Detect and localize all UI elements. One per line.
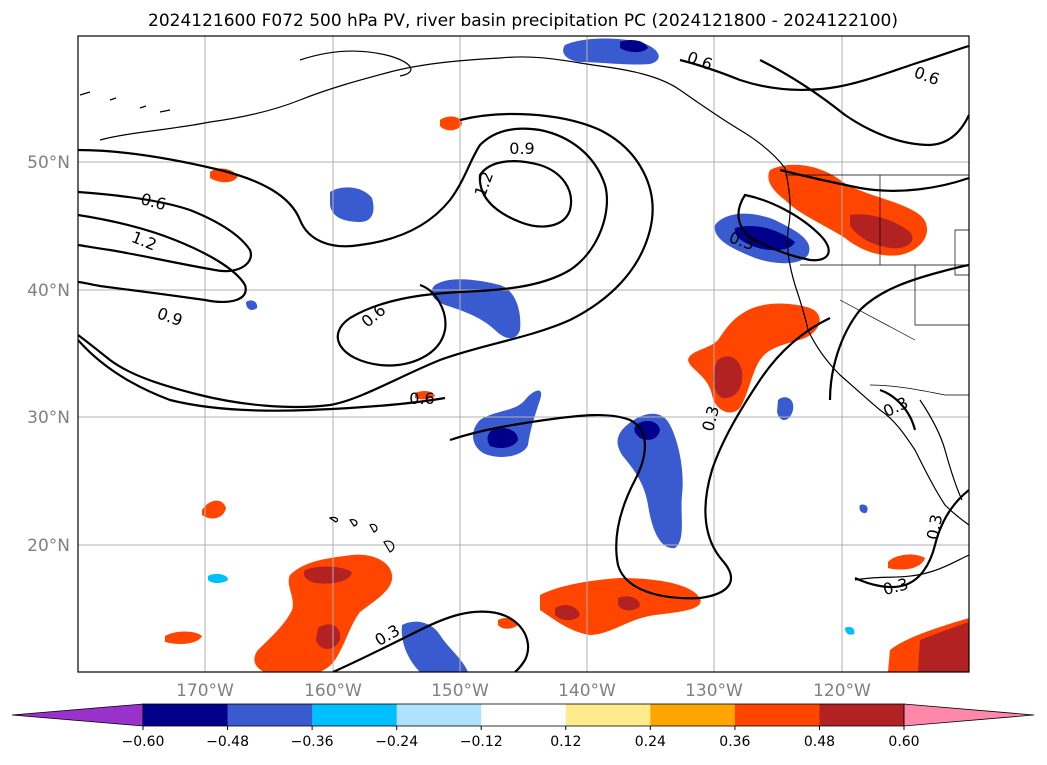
pv-contour xyxy=(78,127,609,367)
precip-strong-positive-region xyxy=(918,622,969,672)
precip-positive-region xyxy=(888,554,925,570)
precip-positive-region xyxy=(415,391,435,400)
pv-contour xyxy=(478,160,573,228)
coastlines xyxy=(79,50,969,581)
colorbar-tick-label: 0.36 xyxy=(719,734,750,750)
pv-contour xyxy=(78,190,253,273)
colorbar-segment xyxy=(565,704,651,726)
figure-title: 2024121600 F072 500 hPa PV, river basin … xyxy=(148,11,898,31)
pv-contour xyxy=(759,59,969,147)
lon-label: 120°W xyxy=(813,681,871,701)
precip-strong-positive-region xyxy=(555,605,580,621)
colorbar-tick-label: −0.48 xyxy=(206,734,249,750)
baja-coastline xyxy=(919,399,963,501)
aleutian-islands xyxy=(79,91,171,113)
precip-strong-negative-region xyxy=(620,40,648,53)
pv-contour xyxy=(679,44,969,92)
lat-label: 20°N xyxy=(27,536,70,556)
latitude-labels: 50°N 40°N 30°N 20°N xyxy=(27,153,70,556)
colorbar-tick-label: −0.60 xyxy=(122,734,165,750)
borders xyxy=(785,174,969,396)
pv-contour xyxy=(332,610,530,672)
precip-positive-region xyxy=(440,116,462,131)
precip-negative-region xyxy=(617,413,683,549)
pv-contours xyxy=(78,44,969,672)
pv-contour xyxy=(78,213,247,303)
colorbar-segment xyxy=(227,704,313,726)
contour-label: 0.3 xyxy=(923,513,946,541)
lat-label: 40°N xyxy=(27,281,70,301)
colorbar-tick-label: 0.60 xyxy=(888,734,919,750)
pv-contour xyxy=(449,317,831,600)
colorbar-extend-max xyxy=(903,703,1035,727)
colorbar: −0.60 −0.48 −0.36 −0.24 −0.12 0.12 0.24 0.36 0.4… xyxy=(11,703,1035,750)
longitude-labels: 170°W 160°W 150°W 140°W 130°W 120°W xyxy=(176,681,871,701)
precip-negative-region xyxy=(845,626,855,635)
precip-strong-negative-region xyxy=(487,428,518,448)
colorbar-tick-label: −0.24 xyxy=(375,734,418,750)
precip-shading xyxy=(165,38,969,672)
precip-negative-region xyxy=(859,504,868,514)
colorbar-segment xyxy=(734,704,820,726)
map-frame xyxy=(77,35,970,673)
colorbar-segment xyxy=(481,704,567,726)
precip-positive-region xyxy=(202,500,226,519)
lon-label: 130°W xyxy=(685,681,743,701)
alaska-coastline xyxy=(99,56,786,169)
precip-strong-negative-region xyxy=(634,420,660,440)
gridlines xyxy=(78,36,969,672)
lat-label: 30°N xyxy=(27,408,70,428)
colorbar-segment xyxy=(396,704,482,726)
contour-label: 0.6 xyxy=(409,389,434,408)
pv-contour xyxy=(879,388,917,431)
precip-negative-region xyxy=(208,573,228,583)
pv-contour xyxy=(737,193,830,262)
lon-label: 150°W xyxy=(431,681,489,701)
mexico-coastline xyxy=(854,554,969,581)
precip-negative-region xyxy=(330,187,374,222)
lat-label: 50°N xyxy=(27,153,70,173)
colorbar-tick-label: 0.24 xyxy=(635,734,666,750)
precip-negative-region xyxy=(777,397,794,421)
map-area xyxy=(78,36,969,672)
precip-strong-negative-region xyxy=(734,225,795,251)
north-america-coastline xyxy=(784,167,969,526)
precip-strong-positive-region xyxy=(713,356,743,399)
colorbar-segment xyxy=(650,704,736,726)
precip-negative-region xyxy=(246,300,258,310)
precip-strong-positive-region xyxy=(303,566,352,584)
colorbar-extend-min xyxy=(11,703,144,727)
precip-negative-region xyxy=(431,279,521,339)
contour-label: 0.9 xyxy=(509,139,534,158)
hawaii-coastline xyxy=(328,516,395,553)
precip-strong-positive-region xyxy=(850,214,913,249)
us-mexico-border xyxy=(869,384,969,396)
lon-label: 170°W xyxy=(176,681,234,701)
precip-positive-region xyxy=(165,631,202,644)
colorbar-tick-label: 0.48 xyxy=(804,734,835,750)
state-border xyxy=(800,175,969,341)
precip-strong-positive-region xyxy=(618,596,640,611)
lon-label: 140°W xyxy=(558,681,616,701)
colorbar-tick-label: −0.36 xyxy=(291,734,334,750)
pv-contour xyxy=(779,168,969,192)
colorbar-segment xyxy=(143,704,229,726)
pv-contour xyxy=(828,263,969,401)
colorbar-segment xyxy=(819,704,905,726)
pv-contour xyxy=(78,112,654,409)
precip-positive-region xyxy=(254,554,393,672)
precip-strong-positive-region xyxy=(316,624,341,649)
precip-negative-region xyxy=(401,621,468,672)
colorbar-segment xyxy=(312,704,398,726)
pv-contour xyxy=(854,489,969,589)
colorbar-border xyxy=(142,703,905,727)
pv-contour xyxy=(78,339,446,412)
colorbar-tick-label: 0.12 xyxy=(550,734,581,750)
alaska-coastline xyxy=(299,50,412,77)
lon-label: 160°W xyxy=(304,681,362,701)
colorbar-tick-label: −0.12 xyxy=(460,734,503,750)
